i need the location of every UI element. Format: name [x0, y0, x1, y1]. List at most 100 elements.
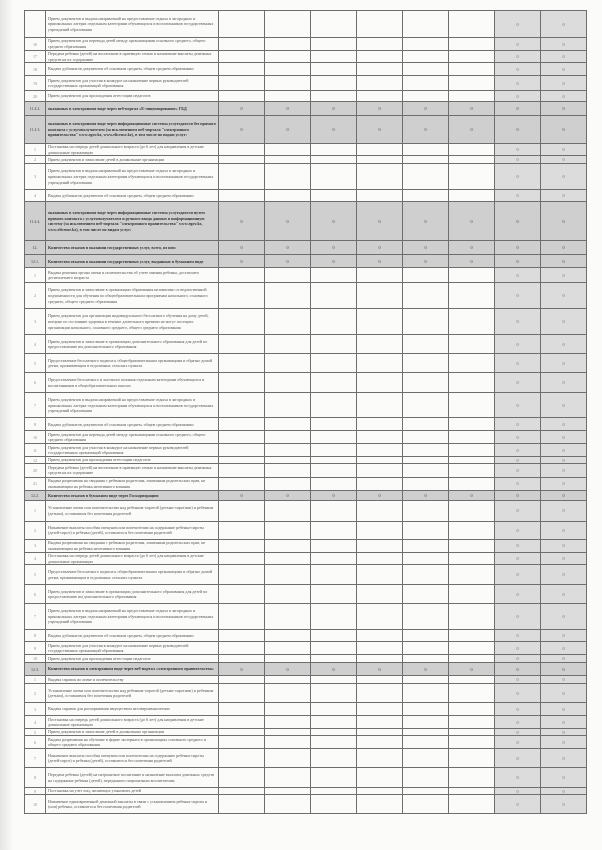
value-cell: [356, 787, 403, 796]
row-description: Прием документов и выдача направлений на…: [45, 603, 219, 631]
value-cell: 0: [264, 115, 311, 145]
row-number: 2: [24, 683, 46, 704]
row-description: Передача ребенка (детей) на воспитание в…: [45, 49, 219, 64]
value-cell: [402, 143, 449, 157]
value-cell: 0: [402, 115, 449, 145]
value-cell: 0: [540, 372, 587, 394]
value-cell: [264, 654, 311, 664]
value-cell: [264, 163, 311, 191]
row-description: Прием документов для прохождения аттеста…: [45, 456, 219, 464]
row-number: 20: [24, 462, 46, 478]
value-cell: [402, 10, 449, 38]
value-cell: 0: [494, 748, 541, 769]
row-description: Выдача справок для распоряжения имуществ…: [45, 702, 219, 717]
value-cell: 0: [356, 201, 403, 242]
value-cell: 0: [494, 654, 541, 664]
value-cell: 0: [494, 456, 541, 464]
value-cell: [264, 443, 311, 458]
row-number: 10: [24, 794, 46, 815]
value-cell: [448, 584, 495, 605]
value-cell: 0: [494, 49, 541, 64]
table-row: 20 Прием документов для прохождения аттес…: [24, 90, 587, 103]
value-cell: [356, 629, 403, 643]
value-cell: [218, 787, 265, 796]
value-cell: 0: [402, 254, 449, 269]
row-number: 5: [24, 353, 46, 374]
row-description: Прием документов и зачисление детей в до…: [45, 728, 219, 737]
value-cell: [402, 476, 449, 491]
value-cell: [310, 794, 357, 815]
value-cell: 0: [494, 240, 541, 256]
value-cell: [448, 308, 495, 336]
value-cell: [448, 794, 495, 815]
value-cell: 0: [494, 143, 541, 157]
table-row: 3 Прием документов и выдача направлений н…: [24, 163, 587, 191]
table-row: 8 Передача ребенка (детей) на патронатное…: [24, 767, 587, 789]
table-row: 7 Прием документов и выдача направлений н…: [24, 603, 587, 631]
value-cell: [402, 90, 449, 103]
value-cell: [448, 715, 495, 730]
value-cell: [310, 675, 357, 685]
value-cell: 0: [540, 735, 587, 750]
value-cell: [310, 728, 357, 737]
value-cell: 0: [540, 654, 587, 664]
value-cell: 0: [310, 489, 357, 501]
value-cell: [402, 282, 449, 310]
value-cell: [356, 456, 403, 464]
value-cell: [264, 794, 311, 815]
value-cell: [448, 564, 495, 586]
value-cell: 0: [402, 662, 449, 677]
value-cell: 0: [448, 489, 495, 501]
table-row-total: 11.4.3. оказанных в электронном виде чере…: [24, 115, 587, 145]
value-cell: 0: [494, 603, 541, 631]
value-cell: [402, 603, 449, 631]
value-cell: [218, 49, 265, 64]
value-cell: [448, 353, 495, 374]
row-description: Установление опеки или попечительства на…: [45, 499, 219, 522]
row-description: Прием документов для участия в конкурсе …: [45, 641, 219, 656]
value-cell: 0: [494, 462, 541, 478]
table-row: 5 Предоставление бесплатного подвоза к об…: [24, 564, 587, 586]
value-cell: [448, 143, 495, 157]
value-cell: [310, 282, 357, 310]
value-cell: 0: [494, 715, 541, 730]
value-cell: [356, 90, 403, 103]
value-cell: 0: [218, 240, 265, 256]
value-cell: [356, 462, 403, 478]
value-cell: [448, 155, 495, 165]
value-cell: 0: [540, 254, 587, 269]
table-row: 4 Постановка на очередь детей дошкольного…: [24, 551, 587, 566]
row-number: 16: [24, 37, 46, 51]
row-number: 17: [24, 49, 46, 64]
row-number: 9: [24, 641, 46, 656]
value-cell: [402, 735, 449, 750]
value-cell: 0: [494, 476, 541, 491]
value-cell: 0: [494, 551, 541, 566]
value-cell: [356, 49, 403, 64]
value-cell: [310, 308, 357, 336]
value-cell: [264, 75, 311, 92]
scan-edge-shadow: [0, 0, 14, 850]
value-cell: [356, 715, 403, 730]
value-cell: 0: [494, 334, 541, 355]
value-cell: [264, 748, 311, 769]
table-row-total: 12.3. Количество отказов в электронном ви…: [24, 662, 587, 677]
row-description: Установление опеки или попечительства на…: [45, 683, 219, 704]
value-cell: [310, 189, 357, 203]
value-cell: [356, 538, 403, 553]
value-cell: 0: [540, 443, 587, 458]
value-cell: [218, 564, 265, 586]
value-cell: [356, 430, 403, 445]
table-row: 9 Прием документов для участия в конкурсе…: [24, 641, 587, 656]
value-cell: 0: [540, 10, 587, 38]
value-cell: [356, 334, 403, 355]
value-cell: 0: [540, 629, 587, 643]
value-cell: [448, 551, 495, 566]
value-cell: 0: [402, 101, 449, 117]
value-cell: 0: [494, 728, 541, 737]
value-cell: [310, 735, 357, 750]
value-cell: 0: [494, 189, 541, 203]
table-row: 3 Выдача разрешения на свидания с ребенко…: [24, 538, 587, 553]
row-description: Прием документов и выдача направлений на…: [45, 10, 219, 38]
row-number: 9: [24, 787, 46, 796]
